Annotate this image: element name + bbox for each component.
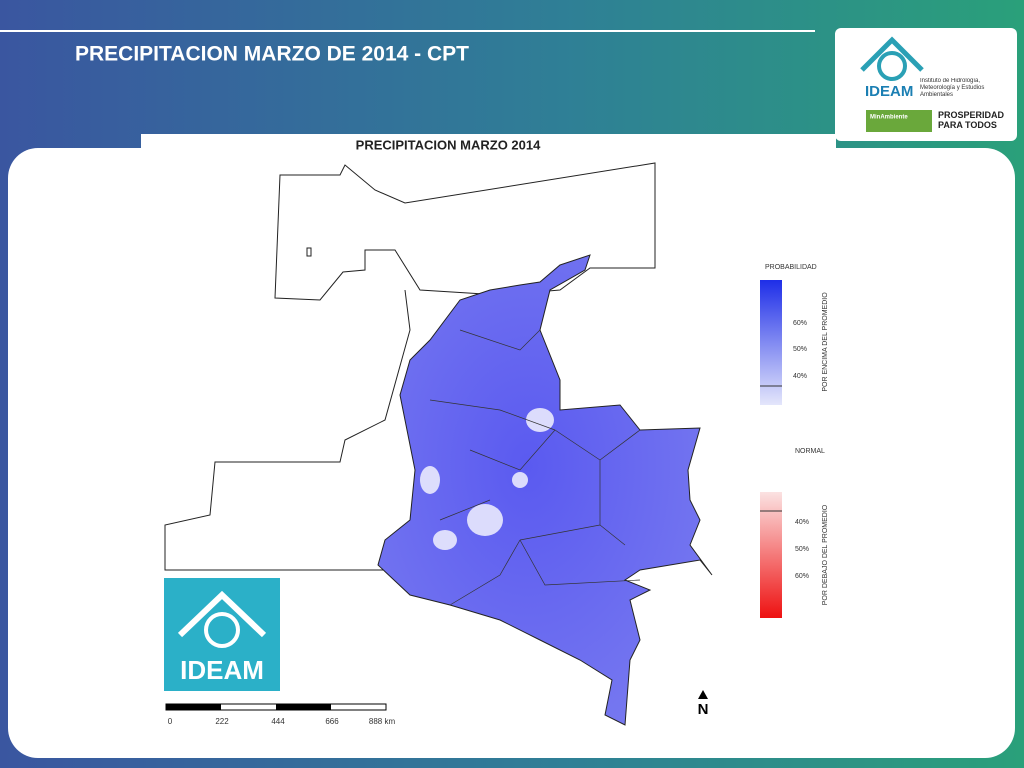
island	[306, 247, 312, 257]
legend-below-label: 40%	[795, 519, 809, 526]
legend-above-label: 60%	[793, 320, 807, 327]
map-logo-roof	[177, 590, 267, 638]
map-title: PRECIPITACION MARZO 2014	[356, 137, 541, 152]
scale-label: 888 km	[369, 717, 396, 726]
colombia-probability-map	[377, 254, 713, 726]
logo-slogan-box: PROSPERIDAD PARA TODOS	[938, 110, 1005, 130]
scale-label: 444	[271, 717, 285, 726]
maritime-boundary-pacific	[164, 289, 411, 571]
logo-brand: IDEAM	[865, 83, 913, 100]
scale-bar	[165, 703, 387, 711]
map-logo-swirl	[204, 612, 240, 648]
legend-below-caption: POR DEBAJO DEL PROMEDIO	[822, 504, 829, 605]
scale-label: 222	[215, 717, 229, 726]
legend-above-bar	[760, 280, 782, 405]
ministry-badge	[866, 110, 932, 132]
legend-below-label: 60%	[795, 573, 809, 580]
logo-slogan: PROSPERIDAD PARA TODOS	[938, 110, 1005, 130]
map-logo-text: IDEAM	[180, 655, 264, 685]
logo-roof	[860, 36, 924, 72]
logo-ministry: MinAmbiente	[870, 115, 908, 121]
department-borders	[429, 329, 641, 606]
north-arrow	[698, 690, 708, 699]
north-label: N	[698, 701, 709, 718]
legend-above-caption: POR ENCIMA DEL PROMEDIO	[822, 292, 829, 392]
legend-above-label: 50%	[793, 346, 807, 353]
logo-institute-box: Instituto de Hidrología, Meteorología y …	[920, 78, 985, 98]
logo-swirl	[877, 51, 907, 81]
legend-above-title: PROBABILIDAD	[765, 264, 817, 271]
scale-label: 0	[168, 717, 173, 726]
legend-below-label: 50%	[795, 546, 809, 553]
map-light-areas	[420, 408, 554, 550]
legend-normal-title: NORMAL	[795, 448, 825, 455]
slide-title: PRECIPITACION MARZO DE 2014 - CPT	[75, 43, 469, 66]
legend-below-bar	[760, 492, 782, 618]
scale-label: 666	[325, 717, 339, 726]
legend-above-label: 40%	[793, 373, 807, 380]
logo-institute: Instituto de Hidrología, Meteorología y …	[920, 78, 985, 98]
